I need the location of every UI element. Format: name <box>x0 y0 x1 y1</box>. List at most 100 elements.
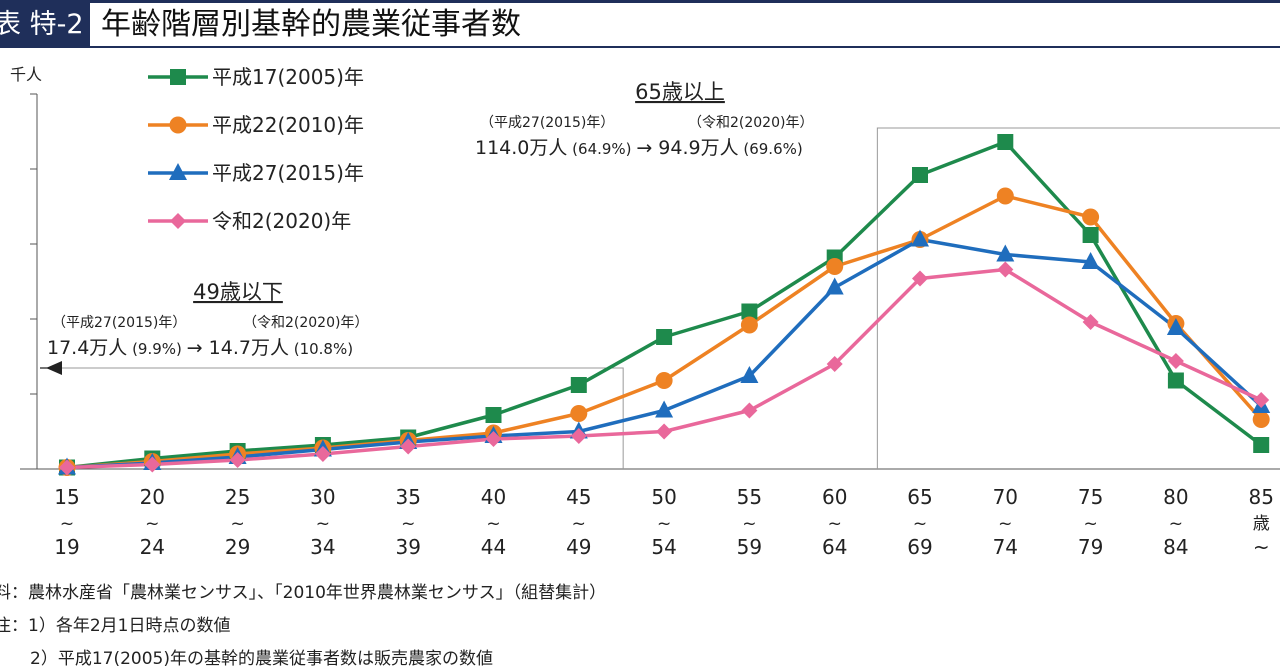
legend-label-3: 令和2(2020)年 <box>212 209 351 233</box>
footnote-2: 2）平成17(2005)年の基幹的農業従事者数は販売農家の数値 <box>30 649 493 669</box>
x-tick-bottom-3: 34 <box>310 535 335 559</box>
series-3-point-8 <box>741 402 758 419</box>
series-1-point-6 <box>570 405 588 422</box>
header-top-rule <box>0 0 1280 3</box>
x-tick-mid-3: ~ <box>316 514 330 534</box>
series-0-point-8 <box>741 303 758 320</box>
chart-header: 表 特-2 年齢階層別基幹的農業従事者数 <box>0 0 1280 48</box>
x-tick-bottom-4: 39 <box>395 535 420 559</box>
series-0-point-5 <box>485 407 502 423</box>
legend-label-2: 平成27(2015)年 <box>212 161 364 185</box>
x-tick-top-3: 30 <box>310 485 335 509</box>
series-1-point-8 <box>740 316 758 334</box>
x-tick-mid-12: ~ <box>1083 514 1097 534</box>
old-annotation-values: 114.0万人 (64.9%) → 94.9万人 (69.6%) <box>475 137 803 159</box>
series-3-point-4 <box>400 438 417 455</box>
series-3-point-0 <box>59 459 75 476</box>
old-annotation-value-right: 94.9万人 <box>658 137 738 159</box>
source-note: 料：農林水産省「農林業センサス」、「2010年世界農林業センサス」（組替集計） <box>0 583 607 603</box>
x-tick-mid-7: ~ <box>657 514 671 534</box>
series-1-point-7 <box>655 372 673 389</box>
x-tick-mid-11: ~ <box>998 514 1012 534</box>
x-tick-top-7: 50 <box>651 485 676 509</box>
series-0-point-13 <box>1167 372 1184 389</box>
x-tick-bottom-8: 59 <box>737 535 762 559</box>
x-tick-mid-4: ~ <box>401 514 415 534</box>
young-annotation-values: 17.4万人 (9.9%) → 14.7万人 (10.8%) <box>47 337 353 359</box>
line-chart: 千人 平成17(2005)年平成22(2010)年平成27(2015)年令和2(… <box>10 65 1280 559</box>
x-tick-top-11: 70 <box>993 485 1018 509</box>
x-tick-bottom-13: 84 <box>1163 535 1188 559</box>
series-0-point-14 <box>1253 437 1270 453</box>
x-tick-mid-1: ~ <box>145 514 159 534</box>
x-tick-mid-6: ~ <box>572 514 586 534</box>
header-bottom-rule <box>0 46 1280 48</box>
chart-axes: 千人 <box>10 65 1280 470</box>
series-0-point-12 <box>1082 227 1099 243</box>
series-2-point-12 <box>1081 252 1100 269</box>
x-tick-mid-0: ~ <box>60 514 74 534</box>
series-2-point-7 <box>655 400 674 418</box>
series-3-point-3 <box>314 446 331 462</box>
x-tick-bottom-2: 29 <box>225 535 250 559</box>
x-tick-top-9: 60 <box>822 485 847 509</box>
young-annotation-arrow: → <box>187 337 209 359</box>
series-2-point-11 <box>996 244 1015 262</box>
x-tick-mid-10: ~ <box>913 514 927 534</box>
series-0-point-10 <box>912 167 928 183</box>
legend: 平成17(2005)年平成22(2010)年平成27(2015)年令和2(202… <box>148 65 364 233</box>
old-annotation-pct-right: (69.6%) <box>739 140 803 158</box>
x-tick-top-2: 25 <box>225 485 250 509</box>
old-group-box <box>876 127 1280 469</box>
young-annotation-heading: 49歳以下 <box>193 280 283 304</box>
legend-marker-3 <box>170 213 186 229</box>
x-tick-top-6: 45 <box>566 485 591 509</box>
series-3-point-11 <box>997 261 1014 278</box>
x-tick-mid-13: ~ <box>1169 514 1183 534</box>
x-tick-bottom-11: 74 <box>993 535 1018 559</box>
x-tick-mid-14: 歳 <box>1253 514 1270 534</box>
x-tick-bottom-14: ~ <box>1253 535 1270 559</box>
x-tick-bottom-10: 69 <box>907 535 932 559</box>
figure-number-tag: 表 特-2 <box>0 3 90 46</box>
x-tick-bottom-7: 54 <box>651 535 676 559</box>
old-annotation-value-left: 114.0万人 <box>475 137 567 159</box>
x-tick-bottom-12: 79 <box>1078 535 1103 559</box>
legend-label-1: 平成22(2010)年 <box>212 113 364 137</box>
x-tick-top-1: 20 <box>140 485 165 509</box>
series-1-point-14 <box>1252 411 1270 428</box>
series-3-point-10 <box>912 270 928 287</box>
series-3-point-7 <box>656 423 673 440</box>
x-axis-ticks: 15 ~19 20 ~24 25 ~29 30 ~34 35 ~39 40 ~44 45 ~49 50 ~54… <box>54 485 1274 559</box>
series-0-point-7 <box>656 329 673 345</box>
young-annotation-pct-left: (9.9%) <box>127 340 186 358</box>
series-markers <box>58 134 1271 476</box>
x-tick-top-10: 65 <box>907 485 932 509</box>
series-line-0 <box>66 140 1263 470</box>
series-3-point-2 <box>229 452 246 468</box>
x-tick-top-8: 55 <box>737 485 762 509</box>
x-tick-top-13: 80 <box>1163 485 1188 509</box>
young-group-arrowhead <box>46 361 62 375</box>
series-3-point-12 <box>1082 314 1099 330</box>
y-axis-unit: 千人 <box>10 65 42 84</box>
young-annotation-label-right: （令和2(2020)年） <box>243 315 368 331</box>
old-annotation-arrow: → <box>636 137 658 159</box>
young-annotation-label-left: （平成27(2015)年） <box>52 315 186 331</box>
series-3-point-5 <box>485 431 502 447</box>
young-annotation-pct-right: (10.8%) <box>289 340 353 358</box>
x-tick-bottom-6: 49 <box>566 535 591 559</box>
x-tick-mid-5: ~ <box>486 514 500 534</box>
series-2-point-13 <box>1166 318 1185 335</box>
series-3-point-9 <box>826 356 843 372</box>
x-tick-mid-2: ~ <box>230 514 244 534</box>
series-0-point-11 <box>997 134 1014 150</box>
legend-marker-0 <box>170 69 186 85</box>
x-tick-bottom-5: 44 <box>481 535 506 559</box>
x-tick-bottom-1: 24 <box>140 535 165 559</box>
x-tick-mid-8: ~ <box>742 514 756 534</box>
legend-marker-2 <box>169 163 187 180</box>
series-lines <box>66 140 1263 470</box>
series-1-point-12 <box>1082 208 1100 226</box>
x-tick-top-12: 75 <box>1078 485 1103 509</box>
